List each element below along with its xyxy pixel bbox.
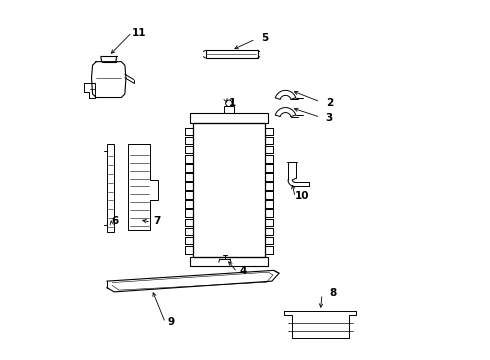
Text: 6: 6 (112, 216, 119, 226)
Bar (205, 50, 258, 58)
Bar (193, 123, 265, 257)
Text: 10: 10 (295, 191, 310, 201)
Polygon shape (285, 311, 356, 338)
Text: 4: 4 (240, 266, 247, 276)
Text: 11: 11 (132, 28, 147, 38)
Text: 9: 9 (168, 317, 175, 327)
Text: 7: 7 (153, 216, 161, 226)
Bar (107, 144, 114, 232)
Bar (224, 106, 234, 113)
Polygon shape (107, 270, 279, 292)
Text: 8: 8 (329, 288, 337, 298)
Text: 3: 3 (326, 113, 333, 123)
Text: 2: 2 (326, 98, 333, 108)
Text: 1: 1 (229, 98, 236, 108)
Polygon shape (92, 62, 126, 98)
Polygon shape (84, 83, 95, 98)
Text: 5: 5 (261, 33, 269, 43)
Bar (190, 257, 268, 266)
Bar (190, 113, 268, 123)
